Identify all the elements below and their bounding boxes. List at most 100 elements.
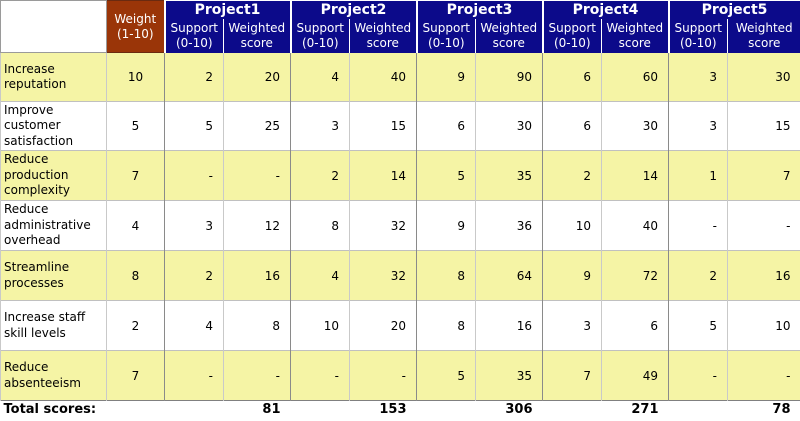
weighted-cell-p5: - [727,350,800,401]
criterion-cell: Reduce absenteeism [0,350,107,401]
weighted-header-p1: Weighted score [223,18,291,53]
criterion-cell: Increase reputation [0,52,107,102]
weighted-cell-p4: 40 [601,200,669,251]
weighted-header-p3: Weighted score [475,18,543,53]
totals-row: Total scores: 81 153 306 271 78 [0,400,800,418]
weighted-cell-p5: 15 [727,101,800,151]
weight-cell: 8 [106,250,165,301]
weighted-cell-p5: 16 [727,250,800,301]
criterion-cell: Reduce production complexity [0,150,107,201]
criterion-line: reputation [4,77,67,91]
weighted-cell-p5: 7 [727,150,800,201]
weighted-cell-p5: 30 [727,52,800,102]
corner-cell [0,0,107,53]
support-cell-p5: 3 [668,101,728,151]
support-header-line1: Support [422,20,470,35]
support-header-line2: (0-10) [553,35,591,50]
criterion-line: satisfaction [4,133,74,148]
support-cell-p1: - [164,150,224,201]
support-header-line1: Support [170,20,218,35]
weighted-cell-p4: 49 [601,350,669,401]
weight-cell: 7 [106,150,165,201]
support-cell-p3: 8 [416,300,476,351]
weighted-header-line2: score [618,35,651,50]
support-cell-p3: 8 [416,250,476,301]
weighted-cell-p5: - [727,200,800,251]
weight-cell: 2 [106,300,165,351]
support-cell-p2: 4 [290,52,350,102]
weight-cell: 5 [106,101,165,151]
totals-label: Total scores: [0,400,224,418]
criterion-line: absenteeism [4,375,81,390]
project3-header: Project3 [415,0,544,19]
total-spacer [668,400,728,418]
weighted-header-line2: score [366,35,399,50]
weighted-cell-p4: 72 [601,250,669,301]
support-header-p5: Support (0-10) [667,18,728,53]
weight-header-line1: Weight [114,11,157,26]
weighted-cell-p3: 30 [475,101,543,151]
support-cell-p2: 8 [290,200,350,251]
weighted-header-p5: Weighted score [727,18,800,53]
project1-header: Project1 [163,0,292,19]
support-header-line2: (0-10) [175,35,213,50]
table-row: Increase reputation 10 2 20 4 40 9 90 6 60 3 30 [0,52,800,102]
criterion-line: administrative [4,217,91,232]
weighted-cell-p2: 40 [349,52,417,102]
support-header-line1: Support [674,20,722,35]
total-score-p1: 81 [223,400,291,418]
support-cell-p3: 5 [416,150,476,201]
support-header-p2: Support (0-10) [289,18,350,53]
total-spacer [290,400,350,418]
table-row: Increase staff skill levels 2 4 8 10 20 8 16 3 6 5 1… [0,300,800,351]
weighted-cell-p1: 8 [223,300,291,351]
support-header-p4: Support (0-10) [541,18,602,53]
weighted-header-line1: Weighted [480,20,538,35]
support-cell-p5: - [668,200,728,251]
support-cell-p4: 2 [542,150,602,201]
weighted-cell-p1: - [223,350,291,401]
weight-header: Weight (1-10) [106,0,165,53]
weighted-cell-p2: 20 [349,300,417,351]
support-header-line1: Support [548,20,596,35]
project5-header: Project5 [667,0,800,19]
criterion-cell: Improve customer satisfaction [0,101,107,151]
support-cell-p2: - [290,350,350,401]
support-cell-p4: 6 [542,101,602,151]
support-cell-p3: 9 [416,200,476,251]
weighted-cell-p1: 20 [223,52,291,102]
support-cell-p2: 10 [290,300,350,351]
weighted-cell-p3: 16 [475,300,543,351]
weighted-header-line1: Weighted [354,20,412,35]
support-header-line2: (0-10) [301,35,339,50]
support-cell-p2: 3 [290,101,350,151]
support-cell-p5: - [668,350,728,401]
support-header-line2: (0-10) [679,35,717,50]
weighted-cell-p5: 10 [727,300,800,351]
total-score-p4: 271 [601,400,669,418]
weighted-cell-p2: 32 [349,200,417,251]
table-row: Reduce absenteeism 7- - - -5 35 7 49- - [0,350,800,401]
support-header-line1: Support [296,20,344,35]
weighted-cell-p2: 14 [349,150,417,201]
criterion-line: Reduce [4,202,49,217]
criterion-line: customer [4,118,61,133]
support-cell-p4: 10 [542,200,602,251]
weighted-cell-p1: 25 [223,101,291,151]
criterion-cell: Reduce administrative overhead [0,200,107,251]
support-cell-p5: 1 [668,150,728,201]
weighted-cell-p4: 30 [601,101,669,151]
support-cell-p5: 2 [668,250,728,301]
weighted-cell-p4: 60 [601,52,669,102]
weighted-cell-p1: 12 [223,200,291,251]
weighted-cell-p3: 64 [475,250,543,301]
support-cell-p1: 5 [164,101,224,151]
support-header-p1: Support (0-10) [163,18,224,53]
weighted-cell-p2: 32 [349,250,417,301]
total-score-p2: 153 [349,400,417,418]
table-row: Reduce production complexity 7- -2 14 5 35 2 14 1 7 [0,150,800,201]
criterion-cell: Increase staff skill levels [0,300,107,351]
table-row: Streamline processes 8 2 16 4 32 8 64 9 72 2 16 [0,250,800,301]
criterion-line: Reduce [4,152,49,167]
support-cell-p4: 9 [542,250,602,301]
